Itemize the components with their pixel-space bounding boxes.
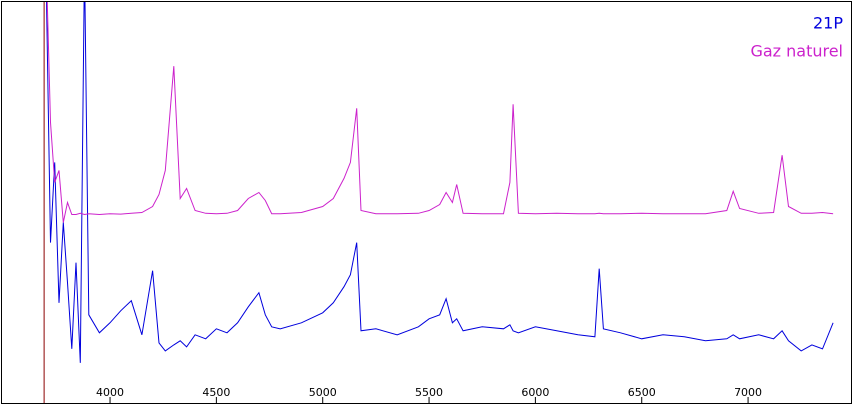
x-tick-label: 6500 — [628, 386, 656, 399]
series-line — [46, 2, 834, 223]
plot-area — [43, 2, 834, 403]
x-tick-label: 5000 — [309, 386, 337, 399]
legend-entry: 21P — [813, 14, 843, 33]
series-line — [46, 2, 834, 363]
x-tick-label: 5500 — [415, 386, 443, 399]
x-tick-label: 4000 — [96, 386, 124, 399]
legend-entry: Gaz naturel — [750, 42, 843, 61]
x-tick-label: 6000 — [521, 386, 549, 399]
x-tick-label: 4500 — [202, 386, 230, 399]
x-tick-label: 7000 — [734, 386, 762, 399]
